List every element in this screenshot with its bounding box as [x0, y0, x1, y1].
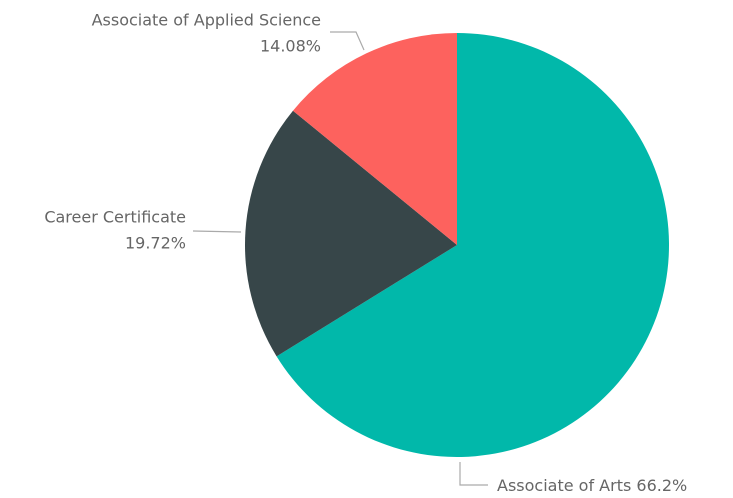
- label-value: 14.08%: [260, 37, 321, 56]
- pie-slice: [292, 33, 457, 245]
- label-value: 66.2%: [636, 476, 687, 495]
- leader-line: [192, 230, 242, 233]
- slice-label: Associate of Arts 66.2%: [497, 476, 687, 495]
- label-value: 19.72%: [125, 234, 186, 253]
- leader-line: [459, 462, 488, 486]
- label-category: Associate of Applied Science: [92, 11, 321, 30]
- label-category: Career Certificate: [44, 208, 186, 227]
- pie: [244, 33, 669, 457]
- label-category: Associate of Arts: [497, 476, 631, 495]
- leader-line: [330, 31, 365, 51]
- pie-slice: [244, 110, 457, 357]
- pie-slice: [276, 33, 669, 457]
